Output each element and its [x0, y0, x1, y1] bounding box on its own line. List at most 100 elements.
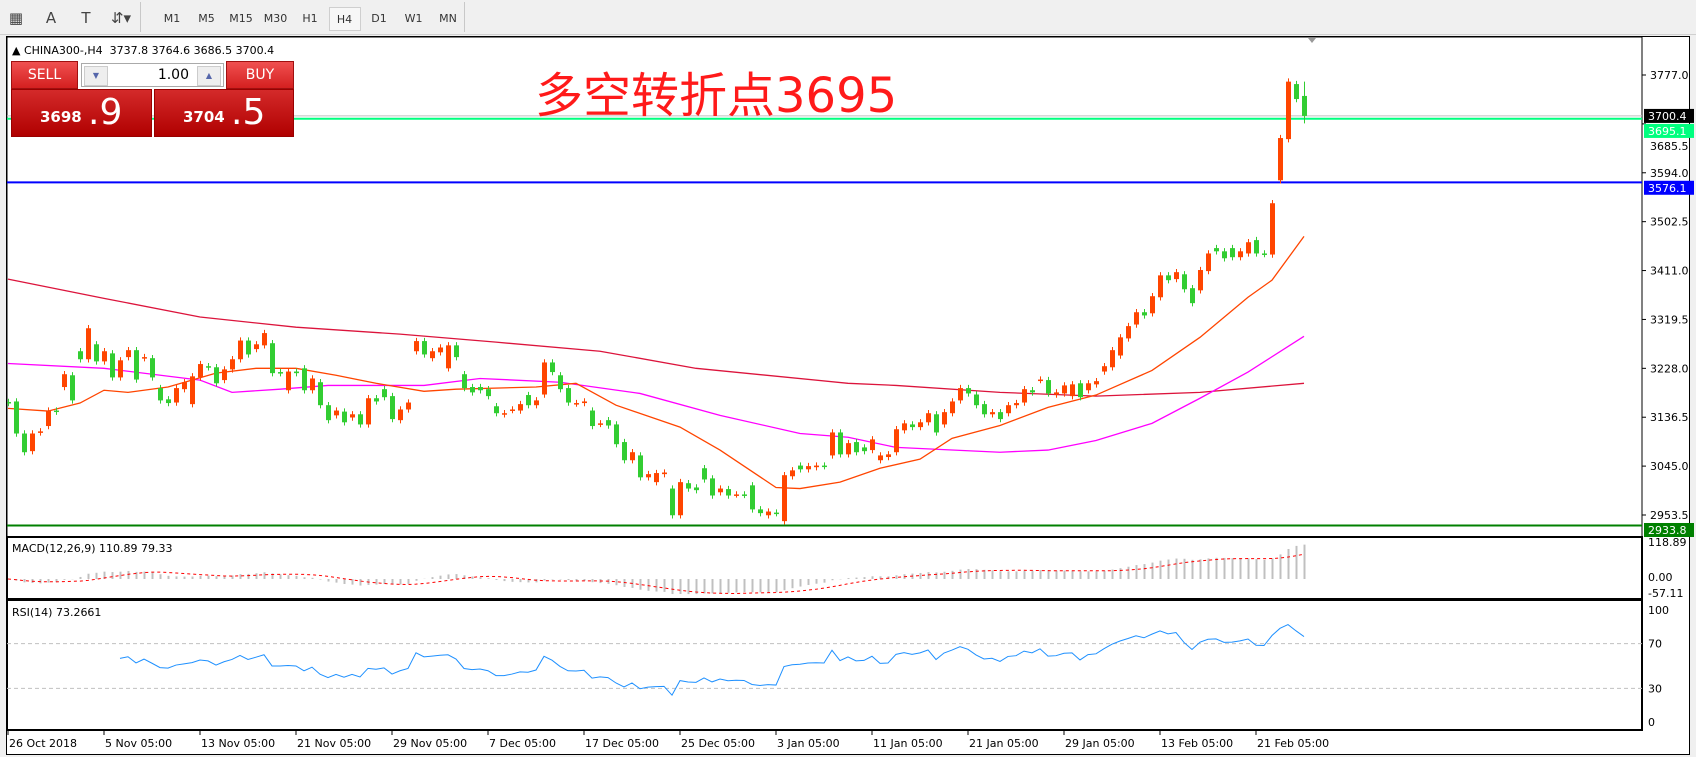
candle-body: [878, 455, 883, 461]
lot-decrease-icon[interactable]: ▼: [84, 66, 108, 86]
candle-body: [1238, 251, 1243, 258]
candle-body: [862, 447, 867, 452]
candle-body: [646, 474, 651, 478]
collapse-triangle-icon[interactable]: ▲: [12, 44, 24, 57]
timeframe-m30[interactable]: M30: [263, 12, 288, 25]
time-tick-label: 7 Dec 05:00: [489, 737, 556, 750]
text-label-icon[interactable]: T: [81, 9, 91, 27]
candle-body: [846, 443, 851, 455]
candle-body: [686, 483, 691, 489]
candle-body: [270, 343, 275, 374]
chart-window[interactable]: [6, 36, 1690, 755]
candle-body: [214, 367, 219, 384]
candle-body: [358, 414, 363, 425]
candle-body: [1070, 384, 1075, 397]
sell-button[interactable]: SELL: [11, 61, 78, 89]
price-tick-label: 3045.0: [1650, 460, 1689, 473]
timeframe-m5[interactable]: M5: [198, 12, 215, 25]
candle-body: [142, 357, 147, 359]
candle-body: [422, 341, 427, 355]
time-tick-label: 21 Jan 05:00: [969, 737, 1039, 750]
candle-body: [462, 374, 467, 389]
time-tick-label: 29 Nov 05:00: [393, 737, 467, 750]
candle-body: [998, 412, 1003, 420]
candle-body: [1166, 275, 1171, 281]
candle-body: [158, 388, 163, 401]
candle-body: [518, 404, 523, 411]
candle-body: [54, 410, 59, 413]
buy-button[interactable]: BUY: [226, 61, 294, 89]
candle-body: [1182, 274, 1187, 290]
candle-body: [662, 472, 667, 475]
candle-body: [278, 372, 283, 374]
candle-body: [198, 364, 203, 378]
candle-body: [1134, 312, 1139, 325]
candle-body: [1094, 381, 1099, 385]
time-tick-label: 13 Nov 05:00: [201, 737, 275, 750]
timeframe-m1[interactable]: M1: [163, 12, 181, 25]
candle-body: [886, 454, 891, 458]
candle-body: [230, 359, 235, 370]
timeframe-h1[interactable]: H1: [302, 12, 318, 25]
candle-body: [1278, 138, 1283, 181]
candle-body: [1158, 275, 1163, 298]
macd-axis-label: 118.89: [1648, 536, 1687, 549]
rsi-axis-label: 0: [1648, 716, 1655, 729]
candle-body: [254, 344, 259, 350]
timeframe-mn[interactable]: MN: [439, 12, 457, 25]
candle-body: [558, 375, 563, 390]
candle-body: [870, 439, 875, 451]
sell-price-main: 3698: [40, 108, 82, 126]
candle-body: [406, 402, 411, 410]
candle-body: [1150, 296, 1155, 314]
candle-body: [110, 353, 115, 378]
candle-body: [70, 375, 75, 401]
timeframe-d1[interactable]: D1: [371, 12, 387, 25]
rsi-line: [119, 623, 1305, 697]
candle-body: [822, 465, 827, 468]
candle-body: [542, 362, 547, 395]
candle-body: [694, 487, 699, 491]
candle-body: [294, 371, 299, 374]
text-icon[interactable]: A: [45, 9, 57, 27]
arrows-icon[interactable]: ⇵▾: [110, 9, 132, 27]
candle-body: [134, 350, 139, 380]
candle-body: [1078, 383, 1083, 398]
price-line-label-bg: [1644, 522, 1694, 537]
candle-body: [478, 387, 483, 391]
candle-body: [342, 411, 347, 423]
toolbar: ▦ A T ⇵▾ M1 M5 M15 M30 H1 H4 D1 W1 MN: [0, 0, 1696, 35]
buy-price-fraction: .5: [231, 92, 266, 133]
timeframe-h4[interactable]: H4: [328, 7, 361, 31]
candle-body: [30, 433, 35, 452]
candle-body: [678, 482, 683, 516]
macd-axis-label: 0.00: [1648, 571, 1673, 584]
candle-body: [286, 371, 291, 391]
candle-body: [894, 429, 899, 453]
sell-price-fraction: .9: [88, 92, 123, 133]
candle-body: [854, 442, 859, 453]
time-tick-label: 26 Oct 2018: [9, 737, 77, 750]
buy-price-button[interactable]: 3704 .5: [154, 89, 294, 137]
candle-body: [590, 410, 595, 427]
fibonacci-fan-icon[interactable]: ▦: [8, 9, 24, 27]
candle-body: [1254, 240, 1259, 254]
macd-signal-line: [7, 553, 1305, 594]
candle-body: [830, 432, 835, 456]
candle-body: [974, 394, 979, 406]
candle-body: [502, 413, 507, 415]
candle-body: [150, 358, 155, 378]
candle-body: [486, 389, 491, 397]
lot-increase-icon[interactable]: ▲: [197, 66, 221, 86]
timeframe-w1[interactable]: W1: [404, 12, 423, 25]
candle-body: [966, 388, 971, 394]
timeframe-m15[interactable]: M15: [229, 12, 253, 25]
sell-price-button[interactable]: 3698 .9: [11, 89, 152, 137]
candle-body: [758, 509, 763, 514]
candle-body: [918, 422, 923, 428]
lot-size-input[interactable]: ▼ 1.00 ▲: [81, 63, 224, 87]
macd-plot: [7, 544, 1306, 595]
price-line-label: 3576.1: [1648, 182, 1687, 195]
candle-body: [366, 398, 371, 425]
candle-body: [718, 488, 723, 493]
